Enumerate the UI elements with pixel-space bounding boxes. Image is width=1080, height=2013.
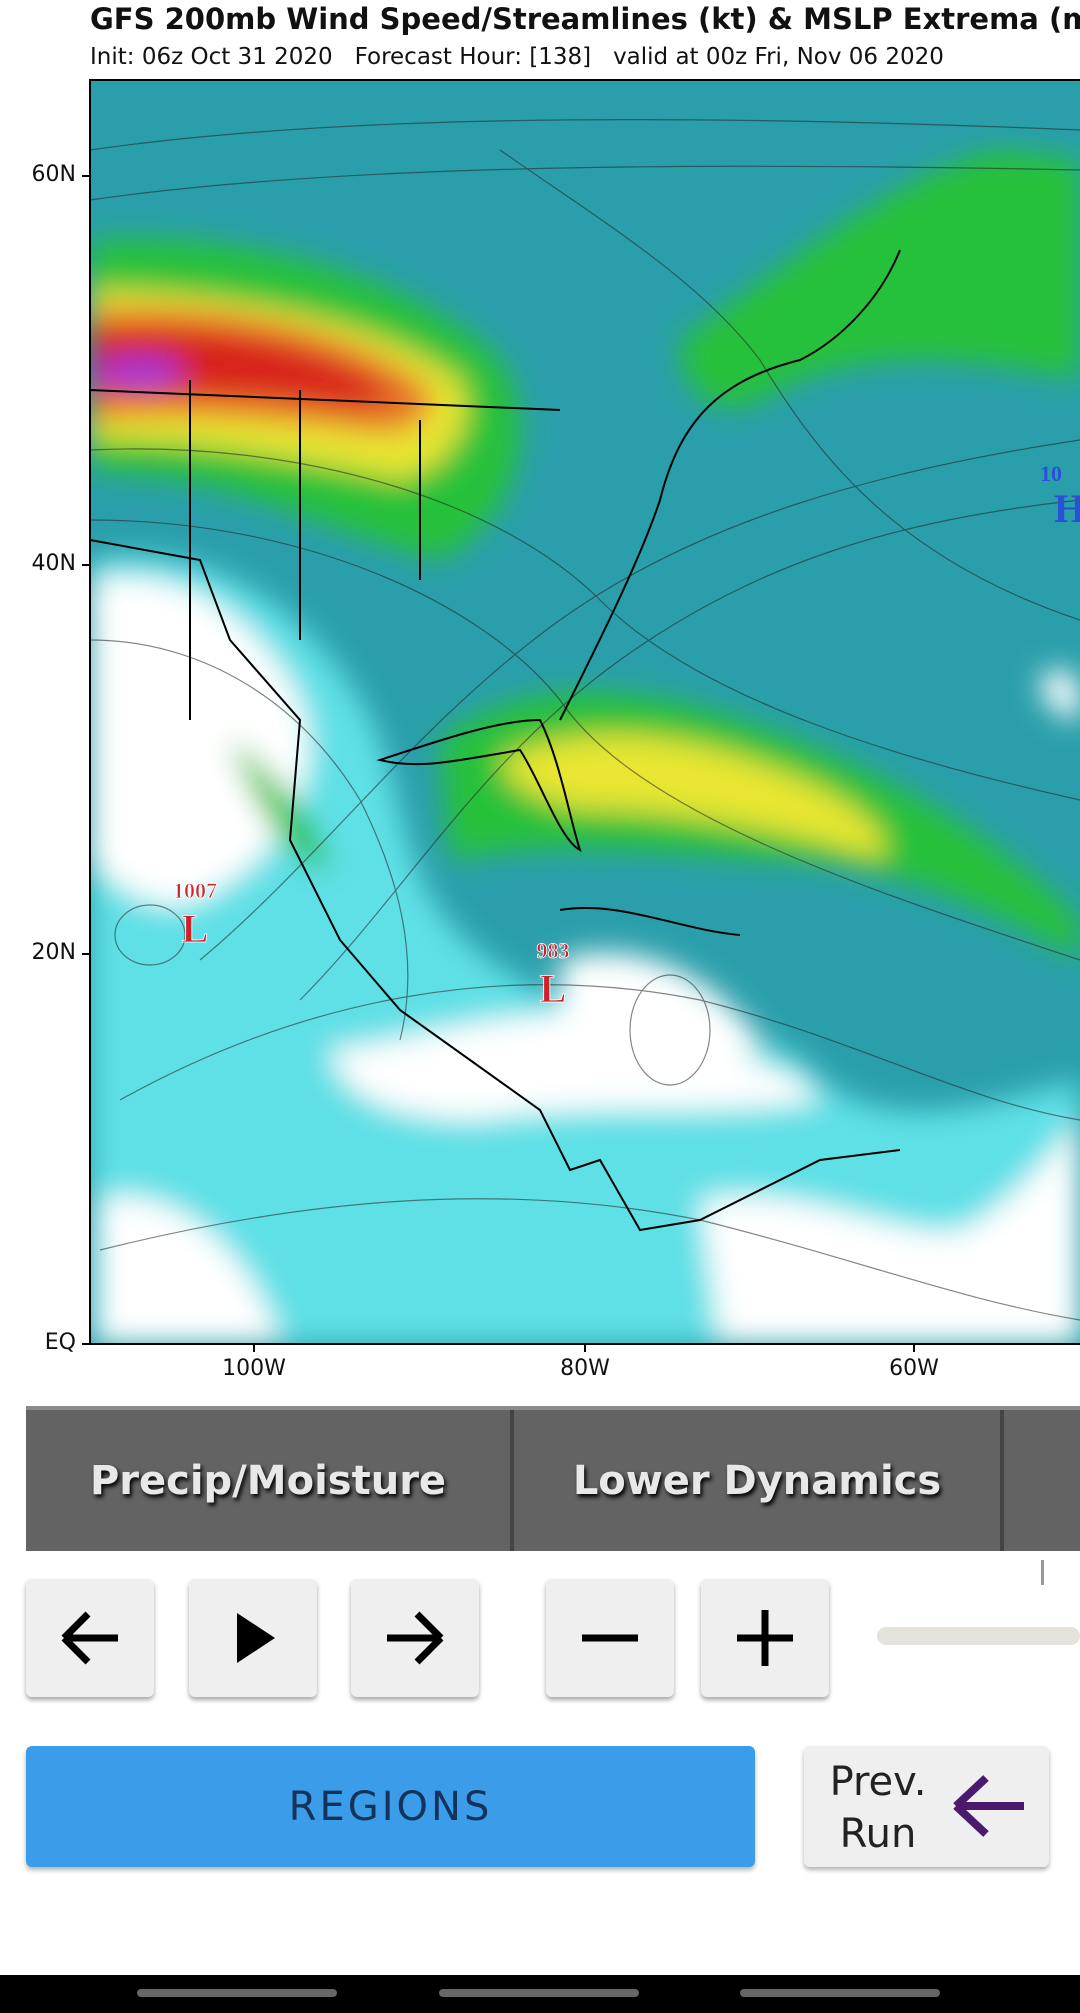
map-subtitle: Init: 06z Oct 31 2020 Forecast Hour: [13… xyxy=(90,44,944,70)
system-nav-bar xyxy=(0,1975,1080,2013)
tab-bar: Precip/Moisture Lower Dynamics xyxy=(26,1406,1080,1551)
pressure-value: 1007 xyxy=(173,878,217,903)
pressure-value: 10 xyxy=(1040,461,1062,486)
lat-label: 40N xyxy=(31,551,76,576)
tab[interactable]: Lower Dynamics xyxy=(514,1410,1004,1551)
slider-tick xyxy=(1041,1560,1044,1585)
prev-run-button[interactable]: Prev. Run xyxy=(804,1746,1049,1867)
lat-ticks xyxy=(82,175,915,1352)
lat-label: EQ xyxy=(44,1330,76,1355)
nav-pill xyxy=(439,1989,639,1997)
lon-label: 60W xyxy=(889,1356,939,1381)
pressure-symbol: L xyxy=(540,966,567,1011)
tab[interactable]: Precip/Moisture xyxy=(26,1410,514,1551)
pressure-symbol: H xyxy=(1054,486,1080,531)
pressure-symbol: L xyxy=(182,906,209,951)
zoom-in-button[interactable] xyxy=(701,1579,829,1697)
map-title: GFS 200mb Wind Speed/Streamlines (kt) & … xyxy=(90,2,1080,36)
forward-button[interactable] xyxy=(351,1579,479,1697)
back-button[interactable] xyxy=(26,1579,154,1697)
zoom-out-button[interactable] xyxy=(546,1579,674,1697)
play-button[interactable] xyxy=(189,1579,317,1697)
lat-label: 20N xyxy=(31,940,76,965)
streamlines xyxy=(90,119,1080,1321)
pressure-value: 983 xyxy=(537,938,570,963)
button-label: Prev. Run xyxy=(829,1759,927,1857)
nav-pill xyxy=(137,1989,337,1997)
map-field xyxy=(90,80,1080,1344)
weather-map: 1007 L 983 L 10 H xyxy=(82,79,1080,1352)
regions-button[interactable]: REGIONS xyxy=(26,1746,755,1867)
coastlines xyxy=(90,249,901,1232)
lon-label: 80W xyxy=(560,1356,610,1381)
nav-pill xyxy=(740,1989,940,1997)
lon-label: 100W xyxy=(222,1356,286,1381)
lat-label: 60N xyxy=(31,162,76,187)
slider-track[interactable] xyxy=(877,1627,1080,1645)
